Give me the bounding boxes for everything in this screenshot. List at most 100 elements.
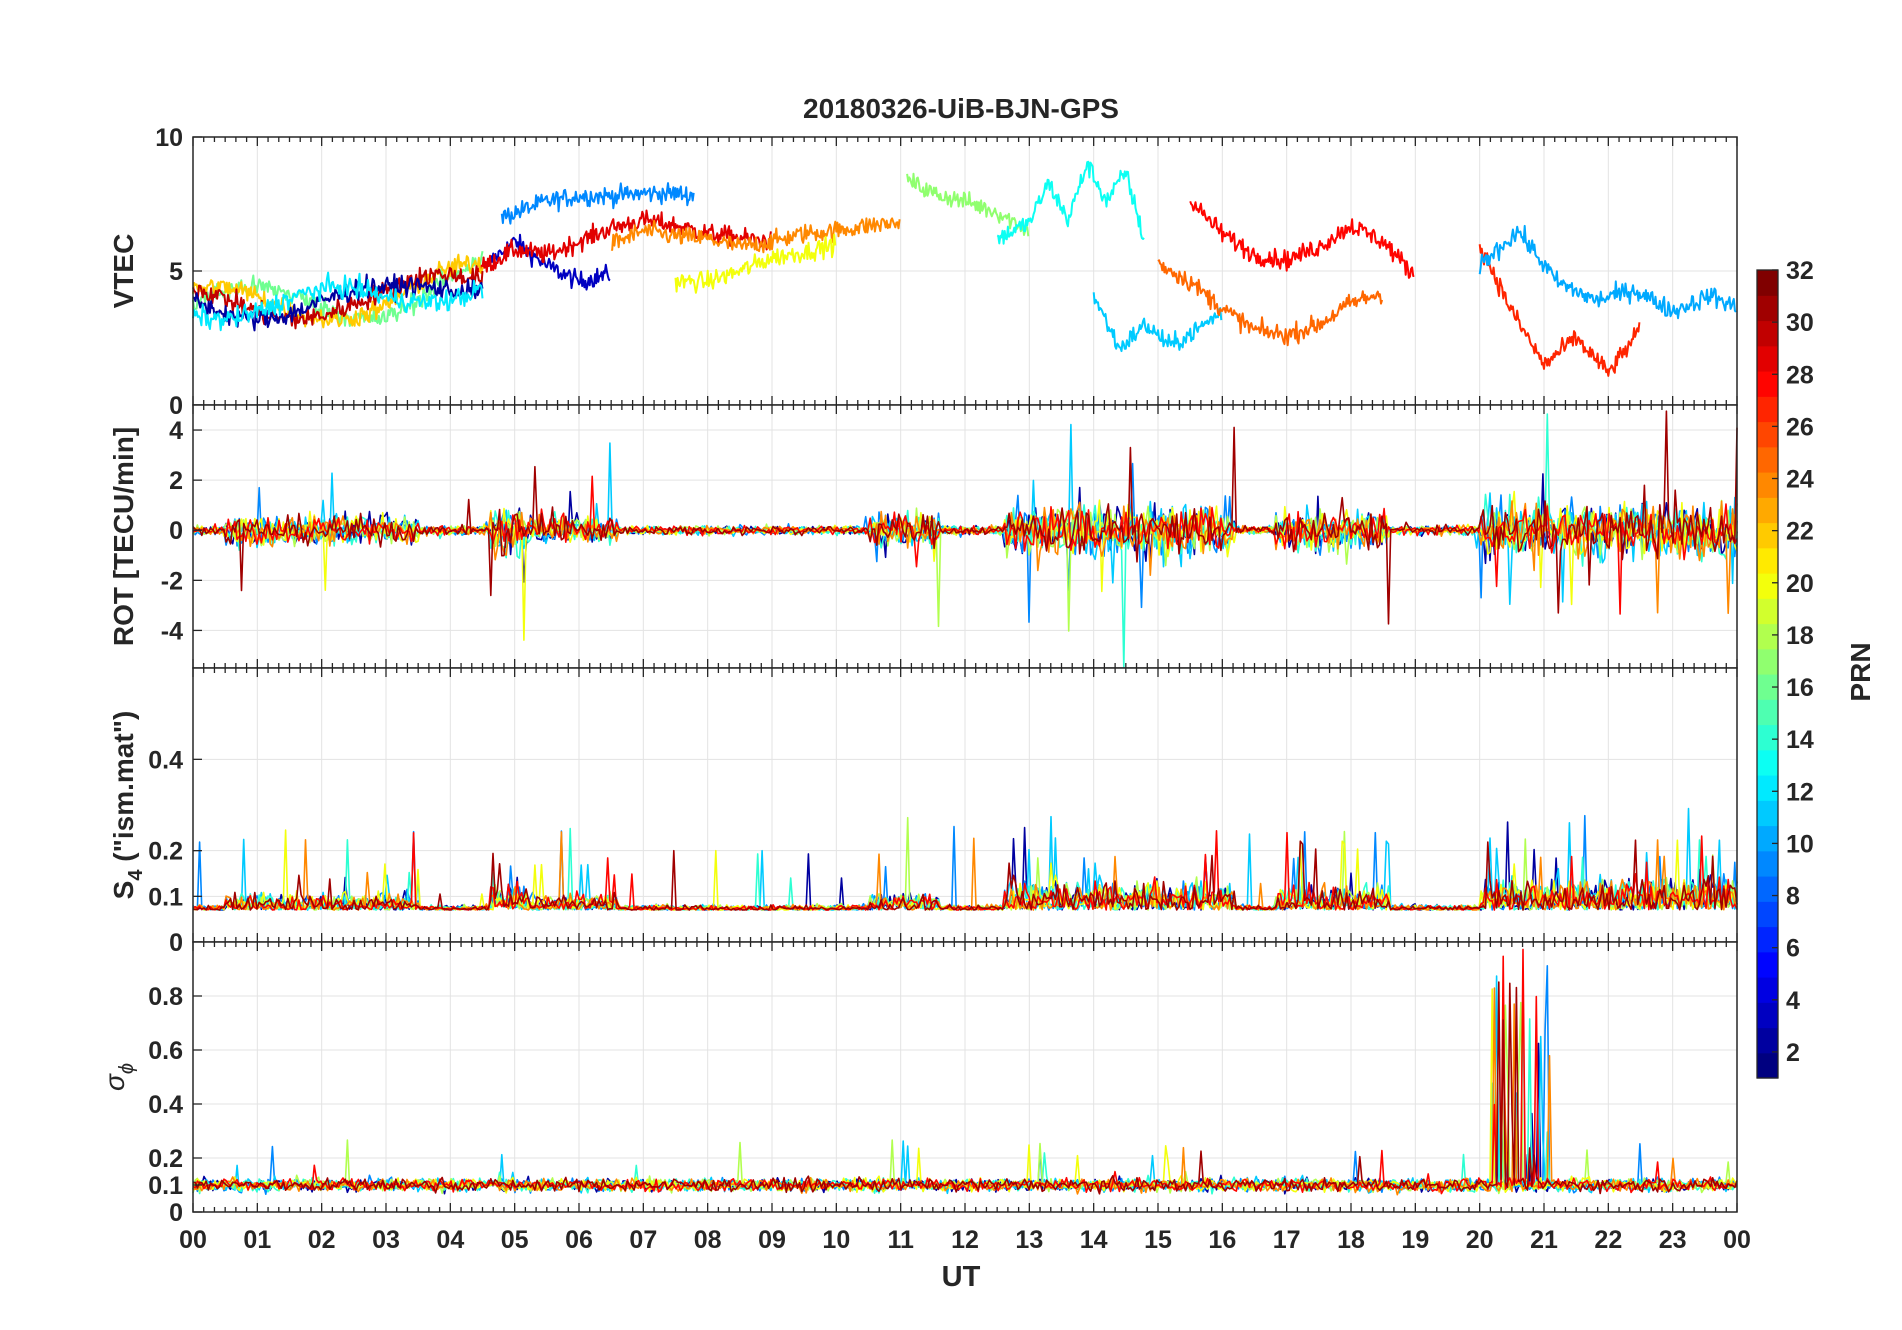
rot-ytick-label: 2 bbox=[169, 467, 183, 495]
colorbar-swatch bbox=[1757, 1052, 1778, 1079]
colorbar-swatch bbox=[1757, 371, 1778, 397]
vtec-x-ticks bbox=[192, 137, 1738, 405]
s4-series-group bbox=[192, 807, 1738, 911]
colorbar-swatch bbox=[1757, 421, 1778, 448]
vtec-series-group bbox=[192, 160, 1737, 377]
panel-vtec: 0 5 10 VTEC bbox=[108, 124, 1738, 420]
vtec-series-prn-20 bbox=[674, 233, 837, 294]
s4-ytick-label: 0 bbox=[169, 929, 183, 957]
rot-ytick-label: 0 bbox=[169, 517, 183, 545]
colorbar-tick-label: 22 bbox=[1786, 518, 1814, 546]
colorbar-swatch bbox=[1757, 926, 1778, 953]
panel-sigma_phi: 00.10.2 0.4 0.6 0.8 σϕ 00 01 02 03 04 05 06 07 08 09 10… bbox=[99, 941, 1751, 1254]
vtec-series-prn-17 bbox=[906, 172, 1030, 237]
colorbar-swatch bbox=[1757, 648, 1778, 675]
sigma_phi-ytick-label: 0.4 bbox=[148, 1091, 183, 1119]
colorbar-tick-label: 16 bbox=[1786, 674, 1814, 702]
colorbar-tick-label: 10 bbox=[1786, 830, 1814, 858]
colorbar-swatch bbox=[1757, 674, 1778, 700]
panel-rot: -4 -2 0 2 4 ROT [TECU/min] bbox=[108, 404, 1738, 669]
s4-ylabel-main: S bbox=[108, 881, 139, 900]
x-tick-label: 13 bbox=[1015, 1226, 1043, 1254]
s4-series-prn-31 bbox=[192, 839, 1738, 911]
x-tick-label: 18 bbox=[1337, 1226, 1365, 1254]
s4-ylabel: S4 ("ism.mat") bbox=[108, 711, 147, 900]
x-tick-label: 01 bbox=[243, 1226, 271, 1254]
colorbar-tick-label: 20 bbox=[1786, 570, 1814, 598]
sigma_phi-ylabel-sub: ϕ bbox=[116, 1063, 138, 1074]
sigma_phi-grid bbox=[192, 942, 1738, 1213]
colorbar-tick-label: 32 bbox=[1786, 257, 1814, 285]
colorbar-swatch bbox=[1757, 876, 1778, 902]
x-tick-label: 04 bbox=[436, 1226, 464, 1254]
vtec-series-prn-29 bbox=[475, 209, 772, 277]
colorbar-swatch bbox=[1757, 699, 1778, 726]
s4-series-prn-28 bbox=[192, 830, 1738, 911]
colorbar-swatch bbox=[1757, 573, 1778, 599]
x-tick-label: 05 bbox=[501, 1226, 529, 1254]
rot-x-ticks bbox=[192, 405, 1738, 668]
x-tick-label: 00 bbox=[1723, 1226, 1751, 1254]
s4-ylabel-rest: ("ism.mat") bbox=[108, 711, 139, 870]
x-tick-label: 21 bbox=[1530, 1226, 1558, 1254]
x-tick-label: 07 bbox=[629, 1226, 657, 1254]
vtec-series-prn-13 bbox=[996, 160, 1145, 245]
x-tick-label: 06 bbox=[565, 1226, 593, 1254]
vtec-ytick-label: 5 bbox=[169, 258, 183, 286]
colorbar-swatch bbox=[1757, 522, 1778, 549]
colorbar-tick-label: 24 bbox=[1786, 466, 1814, 494]
sigma_phi-ytick-label: 0.1 bbox=[148, 1172, 183, 1200]
colorbar-swatch bbox=[1757, 749, 1778, 776]
colorbar-swatch bbox=[1757, 825, 1778, 852]
x-tick-label: 23 bbox=[1659, 1226, 1687, 1254]
colorbar-swatch bbox=[1757, 800, 1778, 827]
rot-ytick-label: -2 bbox=[161, 567, 183, 595]
colorbar-swatch bbox=[1757, 1027, 1778, 1054]
colorbar-swatch bbox=[1757, 446, 1778, 473]
sigma_phi-series-prn-28 bbox=[192, 948, 1738, 1195]
vtec-ytick-label: 0 bbox=[169, 392, 183, 420]
colorbar-tick-label: 2 bbox=[1786, 1039, 1800, 1067]
colorbar-swatch bbox=[1757, 598, 1778, 625]
panel-s4: 00.10.20.4S4 ("ism.mat") bbox=[108, 667, 1738, 957]
colorbar-swatch bbox=[1757, 295, 1778, 322]
x-tick-label: 00 bbox=[179, 1226, 207, 1254]
sigma_phi-series-group bbox=[192, 948, 1738, 1196]
sigma_phi-ytick-label: 0.8 bbox=[148, 983, 183, 1011]
x-tick-label: 16 bbox=[1208, 1226, 1236, 1254]
s4-ytick-label: 0.2 bbox=[148, 838, 183, 866]
x-tick-label: 10 bbox=[822, 1226, 850, 1254]
colorbar-swatch bbox=[1757, 497, 1778, 524]
vtec-ylabel: VTEC bbox=[108, 234, 139, 309]
vtec-series-prn-24 bbox=[610, 217, 901, 254]
rot-ytick-label: 4 bbox=[169, 417, 183, 445]
colorbar-swatch bbox=[1757, 977, 1778, 1003]
vtec-ytick-label: 10 bbox=[155, 124, 183, 152]
vtec-series-prn-25 bbox=[1157, 259, 1384, 347]
rot-series-prn-31 bbox=[192, 410, 1738, 625]
colorbar-tick-label: 26 bbox=[1786, 413, 1814, 441]
colorbar-swatch bbox=[1757, 472, 1778, 498]
colorbar-tick-label: 8 bbox=[1786, 883, 1800, 911]
colorbar-swatch bbox=[1757, 775, 1778, 801]
x-tick-label: 15 bbox=[1144, 1226, 1172, 1254]
colorbar-swatch bbox=[1757, 270, 1778, 296]
colorbar-swatch bbox=[1757, 623, 1778, 650]
colorbar-tick-label: 4 bbox=[1786, 987, 1800, 1015]
colorbar-swatch bbox=[1757, 850, 1778, 877]
rot-series-group bbox=[192, 410, 1738, 669]
x-tick-label: 09 bbox=[758, 1226, 786, 1254]
colorbar-tick-label: 28 bbox=[1786, 361, 1814, 389]
x-tick-label: 08 bbox=[694, 1226, 722, 1254]
colorbar-swatch bbox=[1757, 1002, 1778, 1029]
s4-ytick-label: 0.1 bbox=[148, 883, 183, 911]
colorbar-tick-label: 6 bbox=[1786, 935, 1800, 963]
x-tick-label: 22 bbox=[1594, 1226, 1622, 1254]
x-tick-label: 19 bbox=[1401, 1226, 1429, 1254]
colorbar-label: PRN bbox=[1845, 642, 1876, 701]
chart-title: 20180326-UiB-BJN-GPS bbox=[803, 93, 1119, 124]
rot-ylabel: ROT [TECU/min] bbox=[108, 427, 139, 646]
